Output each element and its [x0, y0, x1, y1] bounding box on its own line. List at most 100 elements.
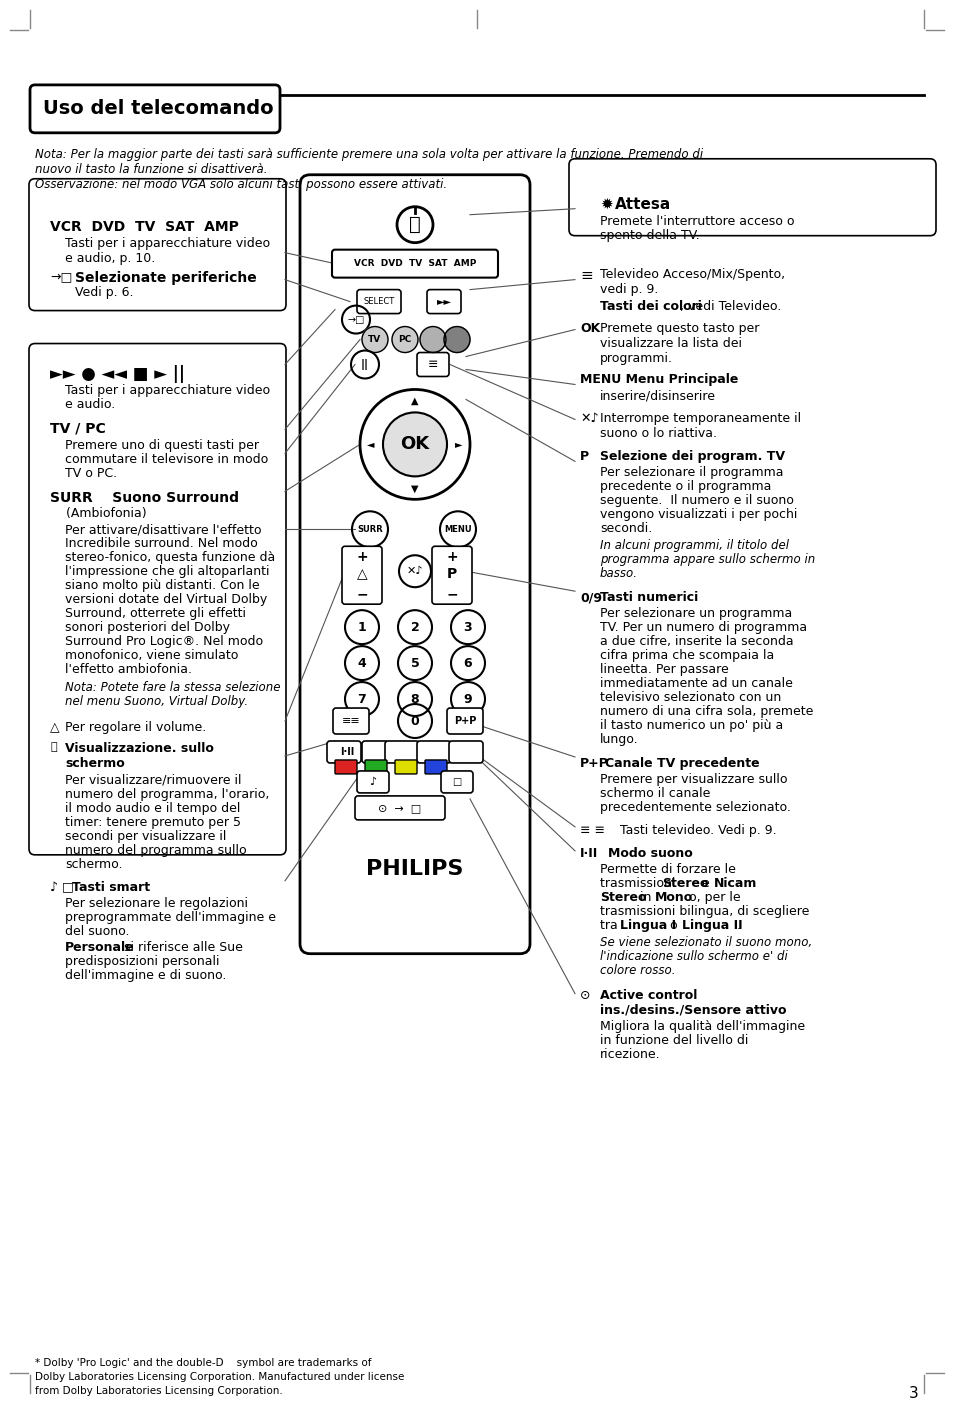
Text: nel menu Suono, Virtual Dolby.: nel menu Suono, Virtual Dolby.: [65, 695, 248, 708]
Text: Premete questo tasto per: Premete questo tasto per: [599, 322, 759, 334]
Text: (Ambiofonia): (Ambiofonia): [50, 507, 147, 520]
Text: sonori posteriori del Dolby: sonori posteriori del Dolby: [65, 621, 230, 634]
Text: Nicam: Nicam: [713, 877, 757, 889]
Text: schermo.: schermo.: [65, 858, 122, 871]
Text: Tasti televideo. Vedi p. 9.: Tasti televideo. Vedi p. 9.: [619, 823, 776, 837]
Circle shape: [361, 326, 388, 353]
Text: stereo-fonico, questa funzione dà: stereo-fonico, questa funzione dà: [65, 551, 275, 565]
Text: OK: OK: [579, 322, 599, 334]
Text: △: △: [356, 568, 367, 582]
Text: commutare il televisore in modo: commutare il televisore in modo: [65, 454, 268, 466]
Text: Migliora la qualità dell'immagine: Migliora la qualità dell'immagine: [599, 1020, 804, 1033]
Text: e audio, p. 10.: e audio, p. 10.: [65, 251, 155, 264]
Text: ⊙  →  □: ⊙ → □: [378, 802, 421, 813]
Text: Dolby Laboratories Licensing Corporation. Manufactured under license: Dolby Laboratories Licensing Corporation…: [35, 1373, 404, 1383]
Text: Per visualizzare/rimuovere il: Per visualizzare/rimuovere il: [65, 774, 241, 787]
Text: lungo.: lungo.: [599, 733, 638, 746]
Text: ♪: ♪: [369, 777, 376, 787]
FancyBboxPatch shape: [30, 84, 280, 133]
Text: Premete l'interruttore acceso o: Premete l'interruttore acceso o: [599, 215, 794, 228]
Text: Tasti per i apparecchiature video: Tasti per i apparecchiature video: [65, 385, 270, 398]
Text: vengono visualizzati i per pochi: vengono visualizzati i per pochi: [599, 509, 797, 521]
Text: 3: 3: [908, 1387, 918, 1401]
Text: P+P: P+P: [579, 757, 608, 770]
Text: Lingua I: Lingua I: [619, 919, 676, 932]
Text: PC: PC: [398, 334, 411, 344]
Text: I·II: I·II: [339, 747, 354, 757]
FancyBboxPatch shape: [568, 159, 935, 236]
Text: Televideo Acceso/Mix/Spento,: Televideo Acceso/Mix/Spento,: [599, 267, 784, 281]
Text: Nota: Per la maggior parte dei tasti sarà sufficiente premere una sola volta per: Nota: Per la maggior parte dei tasti sar…: [35, 148, 702, 160]
FancyBboxPatch shape: [365, 760, 387, 774]
Text: −: −: [355, 587, 368, 601]
Text: P: P: [579, 451, 589, 464]
FancyBboxPatch shape: [29, 178, 286, 311]
Circle shape: [392, 326, 417, 353]
Text: predisposizioni personali: predisposizioni personali: [65, 955, 219, 968]
Text: ≡: ≡: [427, 358, 437, 371]
Text: numero di una cifra sola, premete: numero di una cifra sola, premete: [599, 705, 813, 718]
Text: l'impressione che gli altoparlanti: l'impressione che gli altoparlanti: [65, 565, 269, 579]
Text: −: −: [446, 587, 457, 601]
Text: TV: TV: [368, 334, 381, 344]
Text: Per selezionare il programma: Per selezionare il programma: [599, 466, 782, 479]
Text: Tasti dei colori: Tasti dei colori: [599, 299, 701, 312]
Text: +: +: [446, 551, 457, 565]
Text: ►► ● ◄◄ ■ ► ||: ►► ● ◄◄ ■ ► ||: [50, 364, 185, 382]
Text: lineetta. Per passare: lineetta. Per passare: [599, 663, 728, 676]
Text: +: +: [355, 551, 368, 565]
Text: ≡ ≡: ≡ ≡: [579, 823, 604, 837]
Text: VCR  DVD  TV  SAT  AMP: VCR DVD TV SAT AMP: [50, 219, 238, 233]
Text: MENU Menu Principale: MENU Menu Principale: [579, 374, 738, 386]
FancyBboxPatch shape: [449, 740, 482, 763]
Text: Per selezionare un programma: Per selezionare un programma: [599, 607, 791, 620]
Text: televisivo selezionato con un: televisivo selezionato con un: [599, 691, 781, 704]
Circle shape: [443, 326, 470, 353]
Text: seguente.  Il numero e il suono: seguente. Il numero e il suono: [599, 495, 793, 507]
Text: Lingua II: Lingua II: [681, 919, 741, 932]
Text: SELECT: SELECT: [363, 296, 395, 306]
Text: precedentemente selezionato.: precedentemente selezionato.: [599, 801, 790, 813]
Text: ►: ►: [455, 440, 462, 450]
Text: in: in: [636, 891, 655, 903]
Text: del suono.: del suono.: [65, 924, 130, 937]
Text: e: e: [698, 877, 713, 889]
Text: 8: 8: [410, 693, 419, 705]
Text: 0/9: 0/9: [579, 592, 601, 604]
Text: P: P: [446, 568, 456, 582]
Text: Surround Pro Logic®. Nel modo: Surround Pro Logic®. Nel modo: [65, 635, 263, 648]
Text: .: .: [737, 919, 740, 932]
Text: Per regolare il volume.: Per regolare il volume.: [65, 721, 206, 733]
Text: SURR    Suono Surround: SURR Suono Surround: [50, 492, 239, 506]
Text: 1: 1: [357, 621, 366, 634]
FancyBboxPatch shape: [299, 174, 530, 954]
Text: secondi per visualizzare il: secondi per visualizzare il: [65, 830, 226, 843]
Text: inserire/disinserire: inserire/disinserire: [599, 389, 716, 402]
Circle shape: [382, 413, 447, 476]
Text: 0: 0: [410, 715, 419, 728]
Text: schermo: schermo: [65, 757, 125, 770]
FancyBboxPatch shape: [416, 740, 451, 763]
Text: Modo suono: Modo suono: [607, 847, 692, 860]
Text: 6: 6: [463, 656, 472, 670]
Text: visualizzare la lista dei: visualizzare la lista dei: [599, 337, 741, 350]
Text: ◄: ◄: [367, 440, 375, 450]
FancyBboxPatch shape: [333, 708, 369, 733]
Text: △: △: [50, 721, 60, 733]
Text: 4: 4: [357, 656, 366, 670]
FancyBboxPatch shape: [416, 353, 449, 377]
Text: trasmissioni: trasmissioni: [599, 877, 679, 889]
Text: in funzione del livello di: in funzione del livello di: [599, 1034, 747, 1047]
Text: l'effetto ambiofonia.: l'effetto ambiofonia.: [65, 663, 192, 676]
Text: colore rosso.: colore rosso.: [599, 964, 675, 976]
Text: Stereo: Stereo: [599, 891, 646, 903]
Text: Per selezionare le regolazioni: Per selezionare le regolazioni: [65, 896, 248, 910]
Text: 3: 3: [463, 621, 472, 634]
Text: ⎈: ⎈: [409, 215, 420, 235]
Text: 2: 2: [410, 621, 419, 634]
Text: ✕♪: ✕♪: [406, 566, 423, 576]
Text: Visualizzazione. sullo: Visualizzazione. sullo: [65, 742, 213, 754]
Text: programmi.: programmi.: [599, 351, 672, 364]
Text: nuovo il tasto la funzione si disattiverà.: nuovo il tasto la funzione si disattiver…: [35, 163, 267, 176]
FancyBboxPatch shape: [335, 760, 356, 774]
